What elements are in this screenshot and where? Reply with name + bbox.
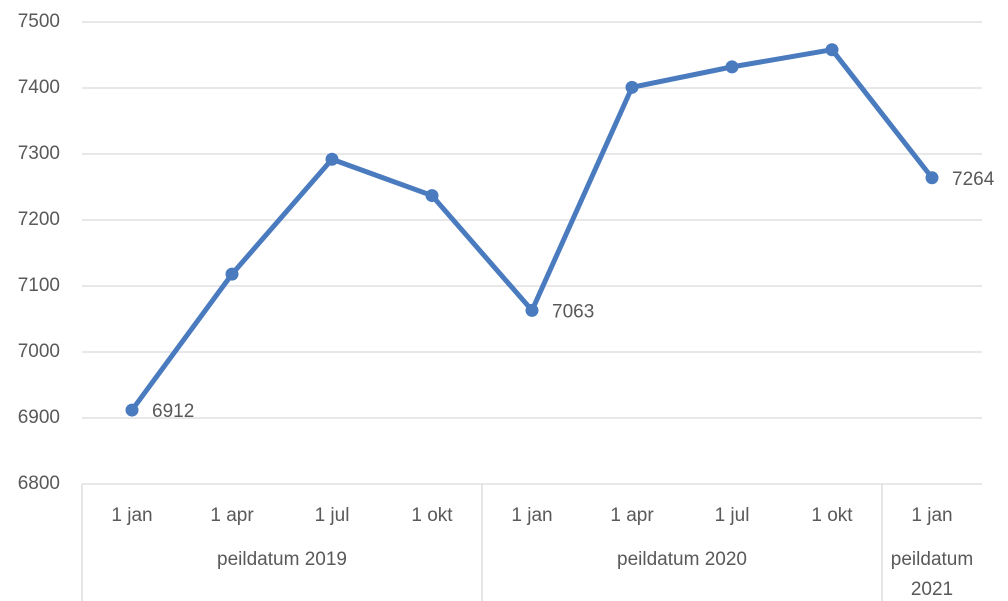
data-label: 7063 [552,301,594,322]
line [129,47,934,412]
x-tick-label: 1 jul [715,505,750,526]
y-tick-label: 7000 [18,341,60,362]
y-tick-label: 7100 [18,275,60,296]
group-label: peildatum 2020 [617,549,747,570]
x-tick-label: 1 apr [210,505,254,526]
point [925,171,939,185]
x-tick-label: 1 okt [411,505,453,526]
group-label: peildatum 2019 [217,549,347,570]
x-tick-label: 1 jan [111,505,152,526]
x-tick-label: 1 jan [511,505,552,526]
point [225,267,239,281]
y-tick-label: 6800 [18,473,60,494]
y-tick-label: 7500 [18,11,60,32]
x-tick-label: 1 jan [911,505,952,526]
point [125,403,139,417]
y-tick-label: 7200 [18,209,60,230]
y-tick-label: 7300 [18,143,60,164]
data-label: 7264 [952,169,995,190]
x-tick-label: 1 apr [610,505,654,526]
point [825,43,839,57]
x-tick-label: 1 jul [315,505,350,526]
data-label: 6912 [152,401,194,422]
x-tick-label: 1 okt [811,505,853,526]
point [525,303,539,317]
y-tick-label: 7400 [18,77,60,98]
y-tick-label: 6900 [18,407,60,428]
point [325,152,339,166]
point [725,60,739,74]
point [625,80,639,94]
point [425,189,439,203]
group-label: peildatum 2021 [890,549,974,600]
